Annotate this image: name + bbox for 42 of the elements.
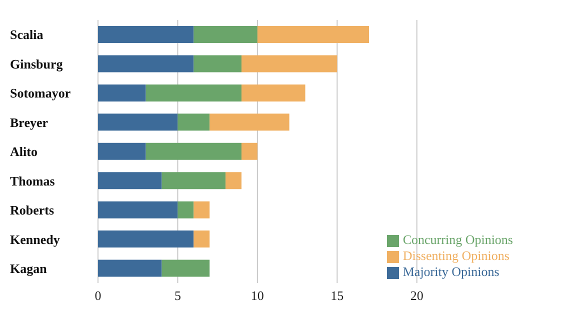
x-tick-label: 0 bbox=[94, 288, 102, 304]
y-tick-label: Alito bbox=[10, 144, 38, 160]
y-tick-label: Breyer bbox=[10, 114, 48, 130]
bar bbox=[98, 26, 194, 43]
y-tick-label: Kennedy bbox=[10, 232, 60, 247]
x-tick-label: 5 bbox=[174, 288, 181, 304]
x-tick-label: 10 bbox=[250, 288, 264, 304]
bar bbox=[194, 26, 258, 43]
legend-label: Dissenting Opinions bbox=[402, 248, 510, 263]
bar bbox=[226, 172, 242, 190]
bar bbox=[194, 230, 210, 248]
bar bbox=[178, 201, 194, 218]
bar bbox=[98, 172, 162, 190]
y-tick-label: Sotomayor bbox=[10, 86, 71, 101]
bar bbox=[257, 26, 370, 43]
bar bbox=[146, 142, 242, 160]
bar bbox=[98, 55, 194, 72]
y-tick-label: Kagan bbox=[10, 261, 48, 276]
bar bbox=[98, 260, 162, 277]
bar bbox=[98, 114, 178, 131]
bar bbox=[98, 142, 146, 160]
x-tick-label: 15 bbox=[330, 288, 344, 304]
bar bbox=[210, 114, 290, 131]
bar bbox=[98, 201, 178, 218]
bar bbox=[98, 84, 146, 102]
bar bbox=[241, 55, 338, 72]
y-tick-label: Ginsburg bbox=[10, 56, 64, 72]
bar bbox=[98, 230, 194, 248]
legend-label: Majority Opinions bbox=[402, 264, 500, 279]
bar bbox=[194, 55, 242, 72]
y-tick-label: Roberts bbox=[10, 202, 54, 218]
bar bbox=[162, 260, 210, 277]
bar bbox=[178, 114, 210, 131]
legend-label: Concurring Opinions bbox=[402, 232, 513, 247]
y-tick-label: Thomas bbox=[10, 173, 55, 188]
bar bbox=[162, 172, 226, 190]
bar bbox=[146, 84, 242, 102]
bar bbox=[241, 142, 258, 160]
bar bbox=[194, 201, 210, 218]
y-tick-label: Scalia bbox=[10, 27, 44, 42]
bar bbox=[241, 84, 306, 102]
x-tick-label: 20 bbox=[410, 288, 424, 304]
